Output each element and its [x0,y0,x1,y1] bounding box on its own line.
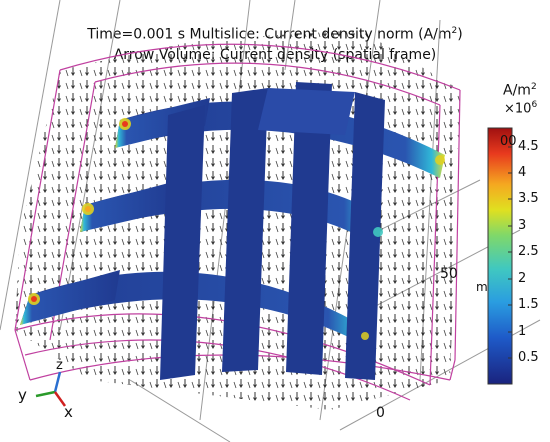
triad-label-y: y [18,386,27,404]
colorbar [487,127,513,385]
axis-label-0: 0 [376,405,385,421]
colorbar-tick-label: 1 [518,324,527,339]
colorbar-tick-label: 2 [518,271,527,286]
colorbar-scale: ×106 [504,100,538,117]
axis-label-50: 50 [440,266,458,282]
colorbar-tick-label: 0.5 [518,350,539,365]
colorbar-tick-label: 2.5 [518,244,539,259]
colorbar-unit: A/m2 [503,82,537,99]
hot-spots [28,118,445,340]
axis-unit-fragment: m [476,280,488,294]
colorbar-partial-label: 00 [500,134,517,149]
colorbar-tick-label: 3.5 [518,191,539,206]
domain-outline [14,43,461,401]
colorbar-tick-label: 1.5 [518,297,539,312]
triad-label-x: x [64,403,73,421]
colorbar-tick-label: 4 [518,165,527,180]
colorbar-ticks [508,146,512,359]
colorbar-tick-label: 3 [518,218,527,233]
slice-bars [160,82,385,380]
axis-triad [35,371,67,407]
triad-label-z: z [56,358,63,373]
colorbar-tick-label: 4.5 [518,139,539,154]
